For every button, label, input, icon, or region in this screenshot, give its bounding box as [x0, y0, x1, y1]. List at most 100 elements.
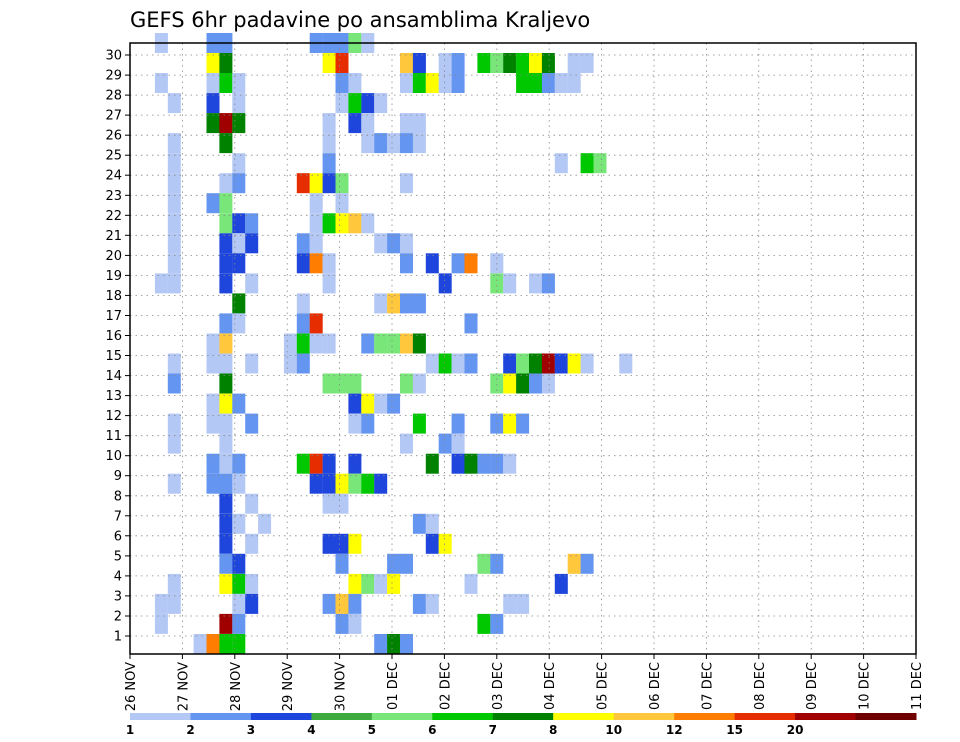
cell-r26-c6	[219, 113, 233, 134]
cell-r27-c2	[167, 93, 181, 114]
cell-r0-c7	[232, 634, 246, 654]
y-tick-label: 13	[105, 389, 122, 404]
cell-r3-c32	[554, 573, 568, 594]
legend-swatch	[795, 713, 857, 720]
cell-r22-c2	[167, 193, 181, 214]
cell-r29-c24	[451, 53, 465, 73]
cell-r9-c13	[309, 453, 323, 474]
cell-r9-c5	[206, 453, 220, 474]
cell-r19-c12	[296, 253, 310, 274]
cell-r2-c22	[425, 593, 439, 614]
cell-r6-c7	[232, 513, 246, 534]
cell-r20-c8	[245, 233, 259, 254]
y-tick-label: 5	[114, 549, 122, 564]
legend-label: 2	[186, 723, 194, 737]
cell-r13-c6	[219, 373, 233, 394]
cell-r15-c19	[387, 333, 401, 354]
cell-r2-c2	[167, 593, 181, 614]
y-tick-label: 18	[105, 289, 122, 304]
y-tick-label: 21	[105, 229, 122, 244]
cell-r20-c12	[296, 233, 310, 254]
cell-r18-c1	[154, 273, 168, 294]
cell-r22-c13	[309, 193, 323, 214]
cell-r24-c14	[322, 153, 336, 174]
cell-r13-c15	[335, 373, 349, 394]
cell-r5-c15	[335, 533, 349, 554]
x-tick-label: 29 NOV	[281, 662, 296, 711]
legend-swatch	[432, 713, 494, 720]
cell-r14-c29	[516, 353, 530, 374]
cell-r21-c16	[348, 213, 362, 234]
cell-r21-c6	[219, 213, 233, 234]
cell-r5-c8	[245, 533, 259, 554]
legend-label: 8	[549, 723, 557, 737]
cell-r29-c29	[516, 53, 530, 73]
legend-swatch	[553, 713, 615, 720]
cell-r24-c7	[232, 153, 246, 174]
cell-r0-c6	[219, 634, 233, 654]
cell-r24-c35	[593, 153, 607, 174]
cell-r11-c29	[516, 413, 530, 434]
cell-r23-c15	[335, 173, 349, 194]
cell-r1-c16	[348, 613, 362, 634]
cell-r15-c13	[309, 333, 323, 354]
cell-r28-c22	[425, 73, 439, 93]
cell-r19-c14	[322, 253, 336, 274]
cell-r27-c16	[348, 93, 362, 114]
cell-r28-c33	[567, 73, 581, 93]
cell-r9-c28	[503, 453, 517, 474]
cell-r15-c20	[400, 333, 413, 354]
legend-label: 1	[126, 723, 134, 737]
cell-r28-c23	[438, 73, 452, 93]
cell-r3-c2	[167, 573, 181, 594]
cell-r19-c7	[232, 253, 246, 274]
cell-r11-c16	[348, 413, 362, 434]
cell-r3-c8	[245, 573, 259, 594]
cell-r14-c33	[567, 353, 581, 374]
y-tick-label: 11	[105, 429, 122, 444]
cell-r21-c14	[322, 213, 336, 234]
cell-r0-c5	[206, 634, 220, 654]
x-tick-label: 08 DEC	[753, 662, 768, 710]
x-axis: 26 NOV 27 NOV 28 NOV 29 NOV 30 NOV 01 DEC 02 D…	[124, 654, 925, 711]
chart-title: GEFS 6hr padavine po ansamblima Kraljevo	[130, 8, 590, 32]
cell-r14-c31	[541, 353, 555, 374]
legend-swatch	[371, 713, 433, 720]
legend-swatch	[613, 713, 675, 720]
cell-r18-c30	[529, 273, 542, 294]
cell-r28-c5	[206, 73, 220, 93]
cell-r13-c16	[348, 373, 362, 394]
y-tick-label: 3	[114, 589, 122, 604]
cell-r6-c6	[219, 513, 233, 534]
cell-r11-c2	[167, 413, 181, 434]
cell-r4-c19	[387, 553, 401, 574]
y-tick-label: 24	[105, 169, 122, 184]
cell-r7-c6	[219, 493, 233, 514]
cell-r8-c6	[219, 473, 233, 494]
y-tick-label: 29	[105, 69, 122, 84]
cell-r9-c14	[322, 453, 336, 474]
cell-r15-c5	[206, 333, 220, 354]
cell-r12-c7	[232, 393, 246, 414]
cell-r9-c16	[348, 453, 362, 474]
cell-r11-c21	[412, 413, 426, 434]
cell-r21-c15	[335, 213, 349, 234]
cell-r14-c5	[206, 353, 220, 374]
legend-swatch	[311, 713, 373, 720]
cell-r16-c6	[219, 313, 233, 334]
y-tick-label: 28	[105, 89, 122, 104]
legend-label: 3	[247, 723, 255, 737]
y-tick-label: 14	[105, 369, 122, 384]
cell-r13-c28	[503, 373, 517, 394]
cell-r0-c20	[400, 634, 413, 654]
cell-r29-c5	[206, 53, 220, 73]
legend-label: 15	[726, 723, 743, 737]
cell-r16-c12	[296, 313, 310, 334]
cell-r29-c30	[529, 53, 542, 73]
y-tick-label: 6	[114, 529, 122, 544]
cell-r2-c8	[245, 593, 259, 614]
cell-r13-c2	[167, 373, 181, 394]
cell-r28-c31	[541, 73, 555, 93]
cell-r25-c21	[412, 133, 426, 154]
y-tick-label: 12	[105, 409, 122, 424]
